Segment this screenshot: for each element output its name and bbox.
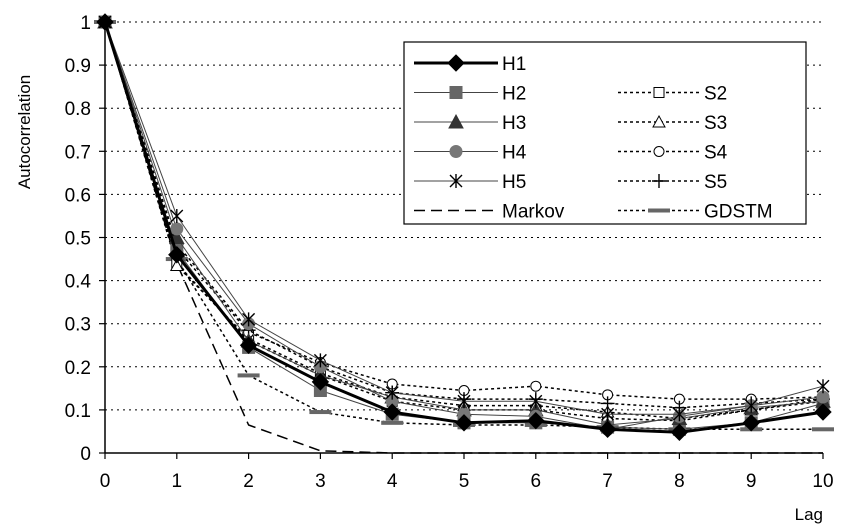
legend-label-h4: H4 xyxy=(502,143,527,164)
x-tick-label-7: 7 xyxy=(602,471,613,492)
y-tick-label-10: 1 xyxy=(80,13,91,34)
point-h1-0 xyxy=(96,13,114,31)
y-tick-label-5: 0.5 xyxy=(65,229,91,250)
series-markov xyxy=(104,21,823,454)
point-gdstm-4 xyxy=(381,420,404,425)
point-h5-2 xyxy=(242,312,256,327)
point-gdstm-3 xyxy=(309,410,332,415)
x-tick-label-0: 0 xyxy=(100,471,111,492)
point-h1-8 xyxy=(670,423,689,442)
legend-item-h4: H4 xyxy=(414,143,527,164)
y-tick-label-1: 0.1 xyxy=(65,401,91,422)
point-h5-10 xyxy=(816,379,830,394)
x-tick-label-2: 2 xyxy=(243,471,254,492)
legend-item-h5: H5 xyxy=(414,172,526,193)
point-h1-3 xyxy=(311,373,330,391)
legend-item-s4: S4 xyxy=(618,143,728,164)
legend-label-h3: H3 xyxy=(502,113,526,134)
x-axis-ticks: 0 1 2 3 4 5 6 7 8 9 10 xyxy=(100,453,834,492)
legend-item-markov: Markov xyxy=(414,202,565,223)
series-line-markov xyxy=(104,21,823,454)
point-h5-5 xyxy=(457,394,471,409)
legend-item-gdstm: GDSTM xyxy=(618,202,773,223)
series-line-s5 xyxy=(104,21,824,409)
point-h1-6 xyxy=(527,411,545,430)
legend-marker-s2 xyxy=(653,87,665,98)
legend-marker-s4 xyxy=(653,146,665,157)
legend-item-s2: S2 xyxy=(618,84,727,105)
x-tick-label-8: 8 xyxy=(674,471,685,492)
point-h5-7 xyxy=(601,407,615,422)
x-tick-label-6: 6 xyxy=(531,471,542,492)
y-tick-label-8: 0.8 xyxy=(65,99,91,120)
y-axis-title: Autocorrelation xyxy=(15,75,34,189)
legend-item-s5: S5 xyxy=(618,172,727,193)
legend-label-h5: H5 xyxy=(502,172,526,193)
point-s3-1 xyxy=(169,258,184,272)
legend-item-h2: H2 xyxy=(414,84,526,105)
point-h5-8 xyxy=(672,407,686,422)
legend-marker-h5 xyxy=(449,174,463,188)
legend-label-markov: Markov xyxy=(502,202,565,223)
legend-item-h1: H1 xyxy=(414,54,526,75)
point-gdstm-10 xyxy=(812,427,834,432)
legend-marker-h1 xyxy=(447,54,465,72)
point-h5-9 xyxy=(744,398,758,413)
y-axis-ticks: 0 0.1 0.2 0.3 0.4 0.5 0.6 0.7 0.8 0.9 1 xyxy=(65,13,105,465)
legend-label-s2: S2 xyxy=(704,84,727,105)
legend-label-s4: S4 xyxy=(704,143,728,164)
point-h4-1 xyxy=(170,222,184,236)
point-h1-5 xyxy=(455,414,473,432)
legend-marker-gdstm xyxy=(648,208,670,213)
legend-marker-h4 xyxy=(449,145,463,158)
y-tick-label-7: 0.7 xyxy=(65,142,91,163)
legend-marker-h2 xyxy=(449,86,463,99)
legend-marker-s3 xyxy=(652,114,666,128)
legend-box xyxy=(403,41,807,225)
x-axis-title: Lag xyxy=(795,505,823,524)
point-h1-10 xyxy=(814,403,832,421)
point-h1-7 xyxy=(598,420,617,439)
series-h1 xyxy=(96,13,832,442)
point-h5-4 xyxy=(385,385,399,400)
legend-item-h3: H3 xyxy=(414,113,526,134)
y-tick-label-9: 0.9 xyxy=(65,56,91,77)
legend-marker-s5 xyxy=(652,174,666,188)
y-tick-label-6: 0.6 xyxy=(65,185,91,206)
x-tick-label-9: 9 xyxy=(746,471,757,492)
legend: H1 H2 H3 H4 H5 Markov S2 S3 S4 S5 GDSTM xyxy=(403,41,807,225)
x-tick-label-5: 5 xyxy=(459,471,470,492)
point-h5-1 xyxy=(170,208,184,223)
legend-label-gdstm: GDSTM xyxy=(704,202,773,223)
legend-label-s5: S5 xyxy=(704,172,727,193)
x-tick-label-10: 10 xyxy=(812,471,833,492)
x-tick-label-1: 1 xyxy=(172,471,183,492)
legend-label-h1: H1 xyxy=(502,54,526,75)
point-h5-6 xyxy=(529,394,543,409)
y-tick-label-2: 0.2 xyxy=(65,358,91,379)
series-layer xyxy=(94,13,834,454)
x-tick-label-3: 3 xyxy=(315,471,326,492)
point-h1-1 xyxy=(168,246,186,264)
point-s4-6 xyxy=(530,380,542,392)
legend-item-s3: S3 xyxy=(618,113,727,134)
legend-label-h2: H2 xyxy=(502,84,526,105)
x-tick-label-4: 4 xyxy=(387,471,398,492)
legend-label-s3: S3 xyxy=(704,113,727,134)
point-h1-9 xyxy=(742,414,760,432)
point-h1-2 xyxy=(239,336,258,354)
y-tick-label-3: 0.3 xyxy=(65,315,91,336)
point-gdstm-2 xyxy=(237,373,260,378)
point-h5-3 xyxy=(313,353,327,368)
point-h1-4 xyxy=(383,403,401,421)
y-tick-label-0: 0 xyxy=(80,444,91,465)
y-tick-label-4: 0.4 xyxy=(65,272,92,293)
legend-marker-h3 xyxy=(448,113,464,129)
